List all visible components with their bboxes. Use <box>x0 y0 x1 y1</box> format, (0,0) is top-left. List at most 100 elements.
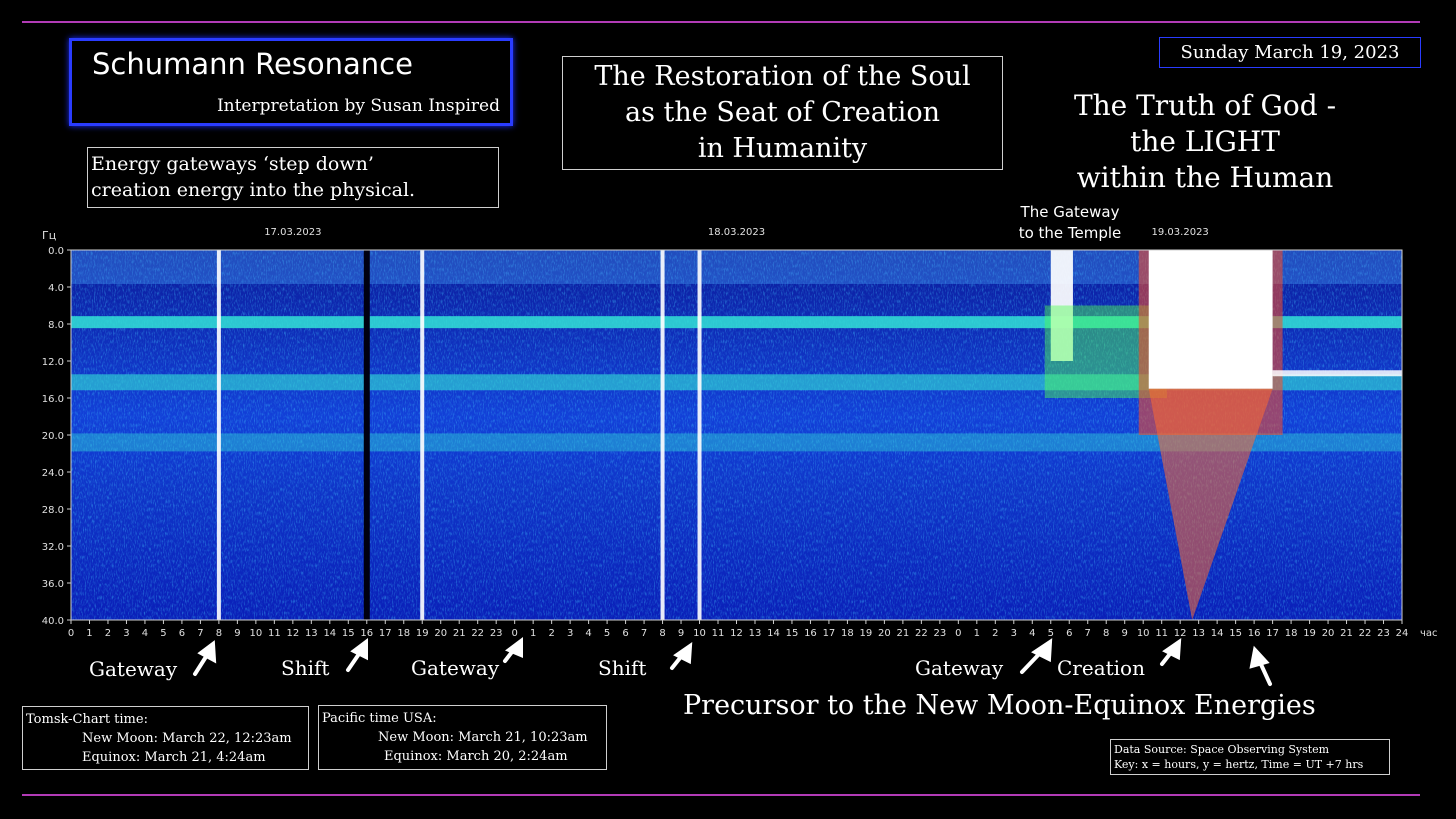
annotation-gateway-2: Gateway <box>411 656 500 680</box>
resonance-band <box>71 433 1402 452</box>
x-tick-label: 4 <box>142 628 148 639</box>
x-tick-label: 20 <box>878 628 891 639</box>
x-tick-label: 21 <box>453 628 466 639</box>
x-tick-label: 8 <box>216 628 222 639</box>
annotation-shift-1: Shift <box>281 656 330 680</box>
x-tick-label: 13 <box>749 628 762 639</box>
x-tick-label: 0 <box>68 628 74 639</box>
x-tick-label: 12 <box>1174 628 1187 639</box>
y-tick-label: 40.0 <box>42 616 64 627</box>
x-tick-label: 1 <box>974 628 980 639</box>
creation-plume <box>1148 388 1273 620</box>
note-line: Energy gateways ‘step down’ <box>91 153 374 175</box>
temple-line: to the Temple <box>1018 224 1122 242</box>
source-line: Key: x = hours, y = hertz, Time = UT +7 … <box>1114 758 1364 771</box>
x-tick-label: 19 <box>416 628 429 639</box>
x-tick-label: 14 <box>767 628 780 639</box>
white-event-line <box>420 250 425 620</box>
temple-label: The Gateway to the Temple <box>1000 202 1140 244</box>
x-tick-label: 7 <box>197 628 203 639</box>
x-axis-label: час <box>1420 628 1438 639</box>
x-tick-label: 21 <box>897 628 910 639</box>
plot-area <box>71 250 1402 620</box>
y-tick-label: 16.0 <box>42 394 64 405</box>
x-tick-label: 19 <box>1303 628 1316 639</box>
source-line: Data Source: Space Observing System <box>1114 743 1330 756</box>
x-tick-label: 9 <box>678 628 684 639</box>
x-tick-label: 12 <box>286 628 299 639</box>
x-tick-label: 16 <box>360 628 373 639</box>
x-tick-label: 18 <box>841 628 854 639</box>
white-event-line <box>697 250 702 620</box>
y-tick-label: 28.0 <box>42 505 64 516</box>
date-label: 18.03.2023 <box>708 227 765 238</box>
tomsk-line: New Moon: March 22, 12:23am <box>82 731 292 746</box>
x-tick-label: 22 <box>471 628 484 639</box>
x-tick-label: 5 <box>160 628 166 639</box>
x-tick-label: 15 <box>342 628 355 639</box>
x-tick-label: 1 <box>530 628 536 639</box>
x-tick-label: 22 <box>915 628 928 639</box>
x-tick-label: 10 <box>249 628 262 639</box>
x-tick-label: 16 <box>804 628 817 639</box>
x-tick-label: 18 <box>397 628 410 639</box>
annotation-gateway-1: Gateway <box>89 657 178 681</box>
temple-line: The Gateway <box>1020 203 1120 221</box>
truth-heading: The Truth of God - the LIGHT within the … <box>1040 88 1370 196</box>
bottom-rule <box>22 794 1420 796</box>
y-tick-label: 24.0 <box>42 468 64 479</box>
x-tick-label: 11 <box>268 628 281 639</box>
pacific-title: Pacific time USA: <box>322 711 437 726</box>
x-tick-label: 17 <box>823 628 836 639</box>
date-label: 19.03.2023 <box>1152 227 1209 238</box>
x-tick-label: 21 <box>1340 628 1353 639</box>
x-tick-label: 6 <box>622 628 628 639</box>
pacific-time-box: Pacific time USA: New Moon: March 21, 10… <box>318 705 607 770</box>
x-tick-label: 1 <box>86 628 92 639</box>
tomsk-line: Equinox: March 21, 4:24am <box>82 750 266 765</box>
brand-box: Schumann Resonance Interpretation by Sus… <box>69 38 513 126</box>
resonance-band <box>71 374 1402 391</box>
x-tick-label: 22 <box>1359 628 1372 639</box>
x-tick-label: 2 <box>992 628 998 639</box>
date-label: 17.03.2023 <box>264 227 321 238</box>
brand-title: Schumann Resonance <box>92 47 413 81</box>
x-tick-label: 17 <box>379 628 392 639</box>
x-tick-label: 20 <box>1322 628 1335 639</box>
x-tick-label: 6 <box>1066 628 1072 639</box>
x-tick-label: 15 <box>786 628 799 639</box>
x-tick-label: 3 <box>567 628 573 639</box>
top-rule <box>22 21 1420 23</box>
annotation-creation: Creation <box>1057 656 1145 680</box>
x-tick-label: 12 <box>730 628 743 639</box>
x-tick-label: 19 <box>860 628 873 639</box>
x-tick-label: 17 <box>1266 628 1279 639</box>
tomsk-time-box: Tomsk-Chart time: New Moon: March 22, 12… <box>22 706 309 770</box>
center-title-line: as the Seat of Creation <box>625 97 940 128</box>
x-tick-label: 4 <box>1029 628 1035 639</box>
x-tick-label: 11 <box>712 628 725 639</box>
pacific-line: Equinox: March 20, 2:24am <box>384 749 568 764</box>
x-tick-label: 14 <box>1211 628 1224 639</box>
x-tick-label: 3 <box>123 628 129 639</box>
x-tick-label: 10 <box>1137 628 1150 639</box>
x-tick-label: 8 <box>1103 628 1109 639</box>
truth-line: within the Human <box>1076 161 1334 194</box>
x-tick-label: 2 <box>548 628 554 639</box>
y-tick-label: 20.0 <box>42 431 64 442</box>
chart-axes: 0.0 4.0 8.0 12.0 16.0 20.0 24.0 28.0 32.0 36.0 40.… <box>42 227 1438 639</box>
x-tick-label: 18 <box>1285 628 1298 639</box>
x-tick-label: 23 <box>1377 628 1390 639</box>
truth-line: The Truth of God - <box>1073 89 1337 122</box>
y-tick-label: 0.0 <box>48 246 64 257</box>
x-tick-label: 16 <box>1248 628 1261 639</box>
x-tick-label: 9 <box>234 628 240 639</box>
x-tick-label: 23 <box>933 628 946 639</box>
x-tick-label: 24 <box>1396 628 1409 639</box>
annotation-shift-2: Shift <box>598 656 647 680</box>
x-tick-label: 13 <box>1192 628 1205 639</box>
y-axis-label: Гц <box>42 229 56 242</box>
x-tick-label: 3 <box>1011 628 1017 639</box>
white-streak <box>1272 370 1402 377</box>
